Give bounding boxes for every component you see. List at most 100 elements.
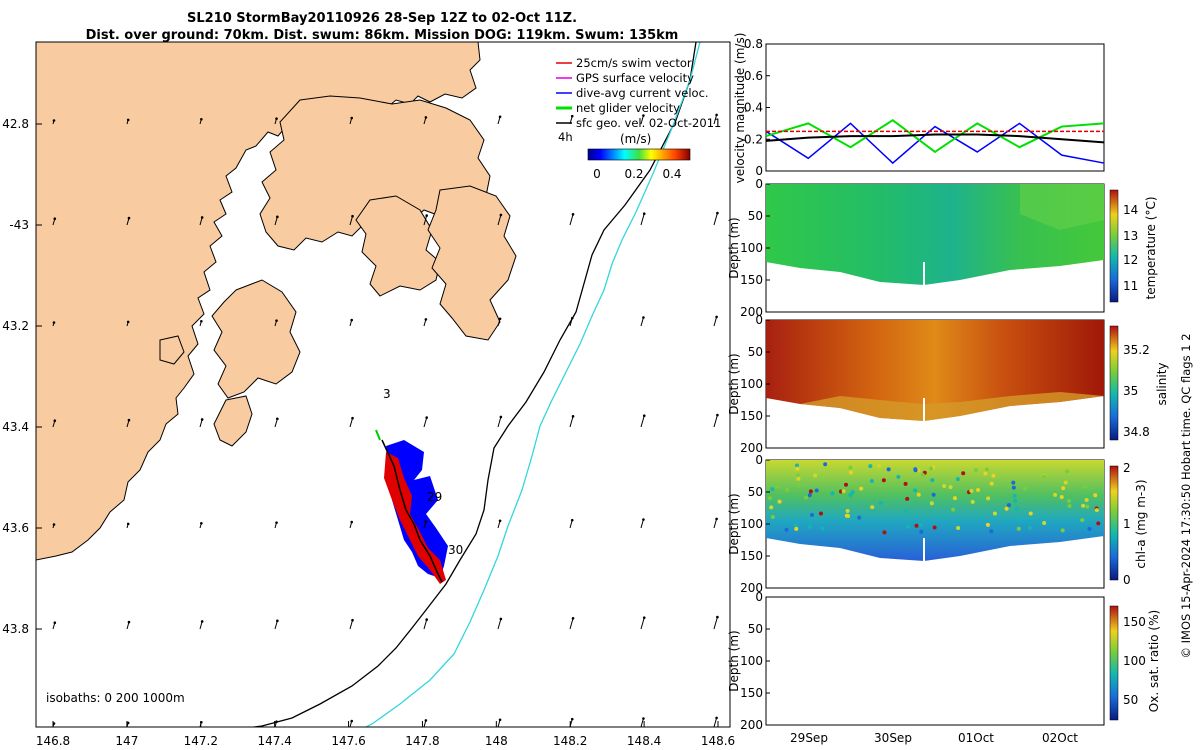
chla-sample-dot (973, 468, 978, 473)
geo-vel-arrow (52, 419, 57, 428)
geo-vel-arrow (274, 215, 279, 226)
salinity-ytick-label: 200 (740, 441, 763, 455)
chla-dots (768, 462, 1101, 535)
geo-vel-arrow (713, 315, 718, 327)
velocity-frame (765, 43, 1105, 172)
chla-sample-dot (813, 473, 818, 478)
temperature-ytick-label: 100 (740, 241, 763, 255)
chla-yticks: 0 50 100 150 200 (740, 453, 770, 595)
geo-vel-arrow (497, 519, 502, 529)
chla-sample-dot (916, 492, 921, 497)
chla-sample-dot (976, 487, 981, 492)
time-xtick-0: 29Sep (790, 731, 828, 745)
chla-sample-dot (807, 524, 812, 529)
day-label-30: 30 (448, 543, 463, 557)
chla-sample-dot (1053, 492, 1058, 497)
oxygen-ytick-label: 150 (740, 686, 763, 700)
temperature-cbar-tick-2: 12 (1123, 253, 1138, 267)
legend-item-geo: sfc geo. vel. 02-Oct-2011 (556, 116, 721, 130)
velocity-panel: 0 0.2 0.4 0.6 0.8 velocity magnitude (m/s) (733, 33, 1105, 184)
chla-sample-dot (991, 473, 996, 478)
chla-sample-dot (1023, 486, 1028, 491)
chla-ytick-label: 150 (740, 549, 763, 563)
chla-panel: 0 50 100 150 200 Depth (m) 2 1 0 chl-a (mg m… (727, 453, 1148, 595)
temperature-warm-band (1020, 184, 1104, 230)
geo-vel-arrow (126, 522, 130, 529)
map-axes: 146.8 147 147.2 147.4 147.6 147.8 148 148.2 148.… (2, 117, 735, 748)
legend-item-gps: GPS surface velocity (556, 71, 694, 85)
geo-vel-arrow (199, 418, 204, 428)
geo-vel-arrow (349, 520, 354, 529)
chla-sample-dot (886, 467, 891, 472)
geo-vel-arrow (274, 720, 278, 727)
geo-vel-arrow (126, 320, 130, 327)
map-colorbar-tick-0: 0 (593, 167, 601, 181)
chla-sample-dot (918, 523, 923, 528)
chla-ytick-label: 50 (748, 485, 763, 499)
chla-sample-dot (931, 492, 936, 497)
chla-sample-dot (803, 495, 808, 500)
salinity-panel: 0 50 100 150 200 Depth (m) 35.2 35 34.8 sali… (727, 313, 1169, 455)
salinity-cbar-tick-2: 34.8 (1123, 425, 1150, 439)
temperature-ylabel: Depth (m) (727, 217, 741, 278)
chla-sample-dot (770, 514, 775, 519)
chla-sample-dot (916, 468, 921, 473)
chla-sample-dot (818, 511, 823, 516)
geo-vel-arrow (274, 117, 278, 125)
salinity-ytick-label: 0 (755, 313, 763, 327)
map-xtick-label: 147 (115, 734, 138, 748)
oxygen-cbar-tick-1: 100 (1123, 654, 1146, 668)
chla-sample-dot (952, 496, 957, 501)
velocity-ylabel: velocity magnitude (m/s) (733, 33, 747, 184)
chla-sample-dot (848, 470, 853, 475)
temperature-ytick-label: 0 (755, 177, 763, 191)
geo-vel-arrow (713, 211, 719, 226)
oxygen-ytick-label: 200 (740, 718, 763, 732)
geo-vel-arrow (274, 319, 278, 327)
temperature-ytick-label: 200 (740, 305, 763, 319)
geo-vel-arrow (349, 618, 354, 630)
chla-sample-dot (1027, 526, 1032, 531)
chla-sample-dot (1083, 484, 1088, 489)
chla-sample-dot (1004, 506, 1009, 511)
chla-sample-dot (770, 487, 775, 492)
chla-sample-dot (820, 526, 825, 531)
geo-vel-arrow (199, 117, 203, 125)
isobath-1000 (364, 42, 701, 727)
chla-sample-dot (785, 487, 790, 492)
chla-sample-dot (797, 483, 802, 488)
chla-sample-dot (769, 505, 774, 510)
chla-sample-dot (992, 511, 997, 516)
map-legend: 25cm/s swim vector GPS surface velocity … (556, 56, 721, 181)
chla-sample-dot (1011, 480, 1016, 485)
chla-sample-dot (920, 472, 925, 477)
chla-sample-dot (814, 488, 819, 493)
legend-item-dive-avg: dive-avg current veloc. (556, 86, 709, 100)
footer-credit: © IMOS 15-Apr-2024 17:30:50 Hobart time.… (1179, 333, 1193, 658)
chla-sample-dot (857, 515, 862, 520)
chla-sample-dot (961, 471, 966, 476)
map-colorbar (587, 148, 691, 161)
chla-field (766, 460, 1104, 561)
chla-sample-dot (919, 529, 924, 534)
chla-sample-dot (930, 478, 935, 483)
geo-vel-arrow (52, 621, 57, 630)
map-xtick-label: 148 (485, 734, 508, 748)
temperature-cbar-tick-3: 11 (1123, 279, 1138, 293)
map-colorbar-tick-2: 0.4 (662, 167, 681, 181)
geo-vel-arrow (713, 113, 718, 125)
salinity-ytick-label: 50 (748, 345, 763, 359)
oxygen-cbar-tick-0: 150 (1123, 615, 1146, 629)
temperature-ytick-label: 150 (740, 273, 763, 287)
track-glider-black (381, 439, 443, 583)
chla-cbar-tick-0: 2 (1123, 461, 1131, 475)
land-south-peninsula (427, 185, 517, 341)
map-xtick-label: 148.2 (553, 734, 587, 748)
chla-sample-dot (969, 488, 974, 493)
geo-vel-arrow (199, 216, 204, 226)
chla-sample-dot (1067, 503, 1072, 508)
temperature-yticks: 0 50 100 150 200 (740, 177, 770, 319)
geo-vel-arrow (349, 318, 354, 327)
time-xtick-1: 30Sep (874, 731, 912, 745)
chla-sample-dot (1081, 503, 1086, 508)
